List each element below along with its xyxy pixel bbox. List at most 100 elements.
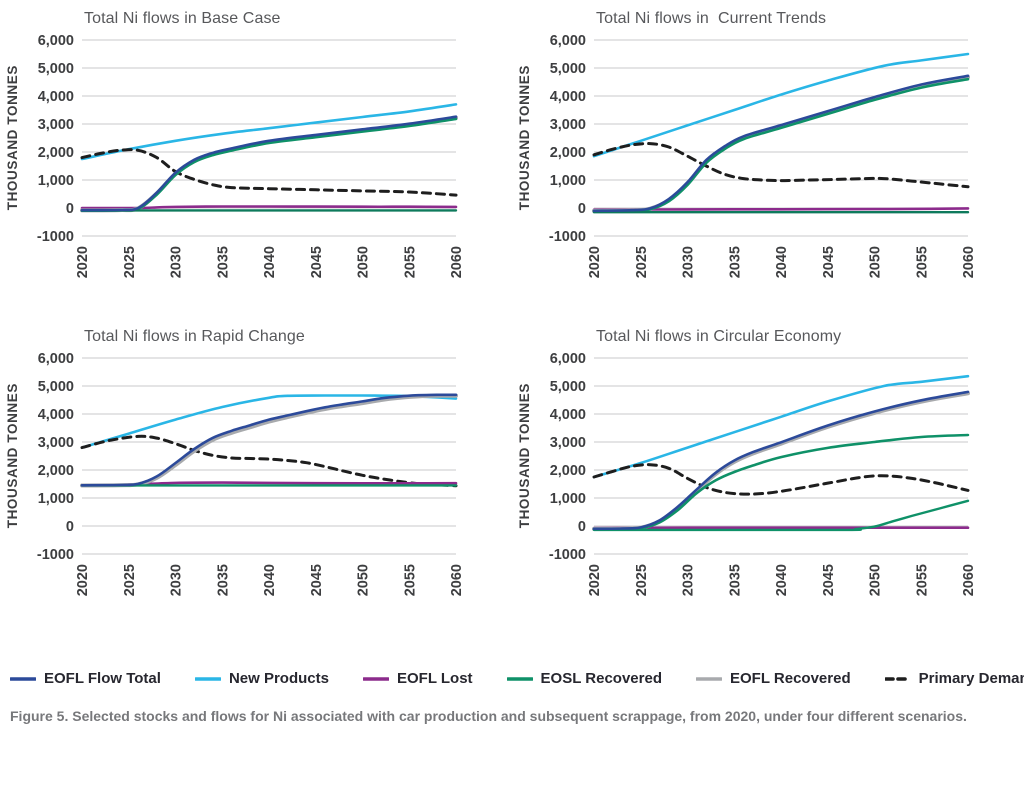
y-tick-label: 6,000 bbox=[38, 351, 74, 367]
y-tick-label: 5,000 bbox=[550, 379, 586, 395]
x-tick-label: 2030 bbox=[169, 564, 185, 596]
y-axis-label: THOUSAND TONNES bbox=[516, 65, 532, 211]
x-tick-label: 2025 bbox=[122, 246, 138, 278]
charts-grid: Total Ni flows in Base Case THOUSAND TON… bbox=[0, 6, 1024, 612]
y-tick-label: 6,000 bbox=[550, 351, 586, 367]
y-tick-label: 3,000 bbox=[38, 117, 74, 133]
legend-swatch-line-icon bbox=[506, 676, 533, 681]
chart-base-case: Total Ni flows in Base Case THOUSAND TON… bbox=[0, 6, 512, 294]
x-tick-label: 2030 bbox=[681, 564, 697, 596]
series-line-eofl-recovered bbox=[80, 393, 458, 488]
series-line-eofl-flow-total bbox=[80, 115, 458, 212]
x-tick-label: 2055 bbox=[914, 564, 930, 596]
series-line-new-products bbox=[592, 374, 970, 479]
series-line-eofl-flow-total bbox=[592, 74, 970, 213]
y-tick-label: 6,000 bbox=[38, 33, 74, 49]
figure-caption: Figure 5. Selected stocks and flows for … bbox=[10, 708, 967, 724]
x-tick-label: 2040 bbox=[262, 246, 278, 278]
legend-label: Primary Demand bbox=[918, 670, 1024, 687]
x-tick-label: 2030 bbox=[169, 246, 185, 278]
legend-swatch-line-icon bbox=[362, 676, 389, 681]
x-tick-label: 2060 bbox=[961, 564, 977, 596]
y-tick-label: -1000 bbox=[37, 547, 74, 563]
y-tick-label: 3,000 bbox=[550, 435, 586, 451]
series-line--unlabeled-green-line-hugging-eofl-total- bbox=[592, 77, 970, 213]
y-tick-label: 4,000 bbox=[550, 89, 586, 105]
legend-item-eofl-recovered: EOFL Recovered bbox=[696, 670, 851, 687]
chart-title: Total Ni flows in Base Case bbox=[84, 10, 281, 27]
legend-item-eofl-lost: EOFL Lost bbox=[362, 670, 473, 687]
x-tick-label: 2020 bbox=[75, 246, 91, 278]
x-tick-label: 2040 bbox=[774, 246, 790, 278]
y-tick-label: 1,000 bbox=[550, 491, 586, 507]
y-tick-label: -1000 bbox=[549, 229, 586, 245]
y-tick-label: 0 bbox=[578, 519, 586, 535]
legend-label: EOFL Lost bbox=[396, 670, 473, 687]
y-tick-label: 3,000 bbox=[550, 117, 586, 133]
legend-label: EOFL Recovered bbox=[730, 670, 851, 687]
x-tick-label: 2050 bbox=[868, 246, 884, 278]
chart-canvas: 6,000 5,000 4,000 3,000 2,000 1,000 0 -10002020… bbox=[549, 33, 977, 278]
x-tick-label: 2050 bbox=[868, 564, 884, 596]
chart-canvas: 6,000 5,000 4,000 3,000 2,000 1,000 0 -10002020… bbox=[37, 33, 465, 278]
y-tick-label: 5,000 bbox=[38, 379, 74, 395]
y-tick-label: 2,000 bbox=[38, 463, 74, 479]
figure-page: Total Ni flows in Base Case THOUSAND TON… bbox=[0, 6, 1024, 724]
y-tick-label: 0 bbox=[66, 201, 74, 217]
x-tick-label: 2060 bbox=[449, 564, 465, 596]
x-tick-label: 2045 bbox=[309, 246, 325, 278]
y-tick-label: 5,000 bbox=[550, 61, 586, 77]
y-tick-label: 0 bbox=[578, 201, 586, 217]
legend-swatch-line-icon bbox=[884, 676, 911, 681]
x-tick-label: 2030 bbox=[681, 246, 697, 278]
chart-title: Total Ni flows in Circular Economy bbox=[596, 328, 842, 345]
x-tick-label: 2020 bbox=[587, 564, 603, 596]
x-tick-label: 2040 bbox=[774, 564, 790, 596]
y-tick-label: 3,000 bbox=[38, 435, 74, 451]
series-line-new-products bbox=[592, 52, 970, 158]
y-tick-label: 6,000 bbox=[550, 33, 586, 49]
legend-swatch-line-icon bbox=[194, 676, 221, 681]
x-tick-label: 2020 bbox=[75, 564, 91, 596]
legend-item-eofl-flow-total: EOFL Flow Total bbox=[10, 670, 161, 687]
series-line-eofl-recovered bbox=[80, 115, 458, 213]
y-tick-label: 2,000 bbox=[550, 145, 586, 161]
y-tick-label: 4,000 bbox=[38, 89, 74, 105]
series-line-primary-demand bbox=[592, 463, 970, 496]
x-tick-label: 2055 bbox=[402, 564, 418, 596]
y-tick-label: 5,000 bbox=[38, 61, 74, 77]
x-tick-label: 2035 bbox=[215, 246, 231, 278]
x-tick-label: 2045 bbox=[821, 564, 837, 596]
legend-swatch-line-icon bbox=[696, 676, 722, 681]
legend-item-primary-demand: Primary Demand bbox=[884, 670, 1024, 687]
y-tick-label: 0 bbox=[66, 519, 74, 535]
x-tick-label: 2025 bbox=[634, 246, 650, 278]
chart-title: Total Ni flows in Current Trends bbox=[596, 10, 827, 27]
y-axis-label: THOUSAND TONNES bbox=[4, 65, 20, 211]
x-tick-label: 2040 bbox=[262, 564, 278, 596]
x-tick-label: 2060 bbox=[449, 246, 465, 278]
y-tick-label: 1,000 bbox=[38, 173, 74, 189]
legend-swatch-line-icon bbox=[10, 676, 36, 681]
y-tick-label: 4,000 bbox=[550, 407, 586, 423]
x-tick-label: 2055 bbox=[402, 246, 418, 278]
x-tick-label: 2020 bbox=[587, 246, 603, 278]
series-line-eofl-lost bbox=[80, 205, 458, 210]
x-tick-label: 2060 bbox=[961, 246, 977, 278]
x-tick-label: 2025 bbox=[634, 564, 650, 596]
x-tick-label: 2035 bbox=[727, 564, 743, 596]
series-line-primary-demand bbox=[592, 142, 970, 189]
y-tick-label: -1000 bbox=[37, 229, 74, 245]
series-line-primary-demand bbox=[80, 148, 458, 197]
x-tick-label: 2035 bbox=[727, 246, 743, 278]
y-axis-label: THOUSAND TONNES bbox=[516, 383, 532, 529]
legend-item-eosl-recovered: EOSL Recovered bbox=[506, 670, 662, 687]
y-tick-label: 4,000 bbox=[38, 407, 74, 423]
chart-canvas: 6,000 5,000 4,000 3,000 2,000 1,000 0 -10002020… bbox=[37, 351, 465, 596]
x-tick-label: 2050 bbox=[356, 246, 372, 278]
chart-rapid-change: Total Ni flows in Rapid Change THOUSAND … bbox=[0, 324, 512, 612]
legend-label: EOSL Recovered bbox=[540, 670, 662, 687]
series-line--unlabeled-green-line-hugging-eofl-total- bbox=[80, 117, 458, 212]
chart-canvas: 6,000 5,000 4,000 3,000 2,000 1,000 0 -10002020… bbox=[549, 351, 977, 596]
series-line-eofl-flow-total bbox=[80, 393, 458, 487]
